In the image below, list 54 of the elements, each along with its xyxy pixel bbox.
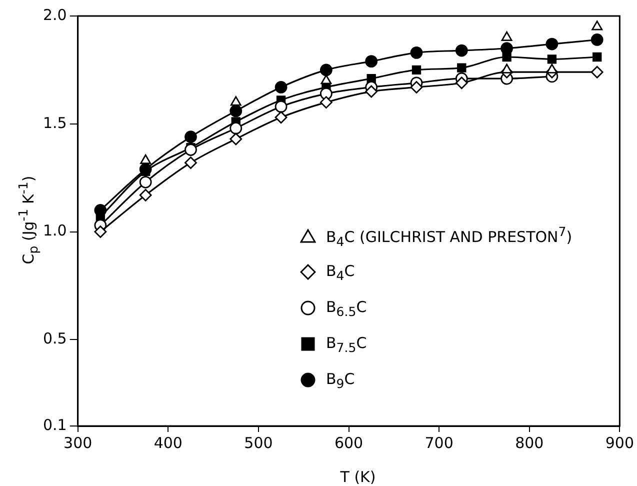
point bbox=[457, 63, 466, 72]
point bbox=[320, 96, 332, 109]
point bbox=[230, 96, 242, 106]
legend-label: B$_{6.5}$C bbox=[326, 298, 367, 318]
x-tick-label: 300 bbox=[64, 434, 92, 452]
point bbox=[140, 154, 152, 164]
point bbox=[455, 44, 468, 57]
x-tick-label: 800 bbox=[515, 434, 544, 452]
point bbox=[274, 100, 288, 113]
point bbox=[184, 156, 197, 169]
point bbox=[501, 31, 512, 42]
point bbox=[320, 74, 332, 84]
point bbox=[94, 226, 107, 238]
y-tick-label: 0.5 bbox=[42, 330, 67, 348]
point bbox=[547, 54, 557, 64]
legend-label: B$_{4}$C (GILCHRIST AND PRESTON$^{7}$) bbox=[326, 224, 572, 248]
x-axis-title: T (K) bbox=[340, 468, 376, 486]
point bbox=[410, 46, 423, 59]
point bbox=[320, 64, 332, 76]
x-tick-label: 500 bbox=[244, 434, 273, 452]
point bbox=[590, 66, 604, 78]
point bbox=[501, 64, 512, 74]
point bbox=[274, 81, 288, 94]
point bbox=[184, 144, 197, 156]
y-tick-label: 1.0 bbox=[42, 222, 67, 240]
x-tick-label: 600 bbox=[334, 434, 364, 452]
point bbox=[455, 76, 468, 90]
point bbox=[592, 52, 602, 62]
point bbox=[230, 104, 242, 118]
y-tick-label: 2.0 bbox=[42, 6, 67, 24]
legend-label: B$_{9}$C bbox=[326, 370, 355, 390]
legend-label: B$_{4}$C bbox=[326, 262, 355, 282]
point bbox=[184, 130, 197, 144]
point bbox=[230, 122, 242, 134]
legend-label: B$_{7.5}$C bbox=[326, 334, 367, 354]
point bbox=[365, 85, 378, 98]
point bbox=[546, 38, 558, 50]
y-tick-label: 0.1 bbox=[42, 416, 67, 434]
point bbox=[139, 176, 152, 188]
point bbox=[590, 34, 604, 46]
point bbox=[546, 64, 558, 74]
x-tick-label: 700 bbox=[424, 434, 454, 452]
point bbox=[230, 132, 242, 146]
point bbox=[365, 55, 378, 68]
point bbox=[320, 87, 332, 100]
point bbox=[274, 111, 288, 124]
point bbox=[502, 52, 512, 62]
x-tick-label: 400 bbox=[154, 434, 182, 452]
point bbox=[592, 20, 603, 30]
y-tick-label: 1.5 bbox=[42, 114, 67, 132]
point bbox=[410, 81, 423, 94]
point bbox=[412, 65, 422, 75]
x-tick-label: 900 bbox=[605, 434, 634, 452]
point bbox=[139, 188, 152, 202]
